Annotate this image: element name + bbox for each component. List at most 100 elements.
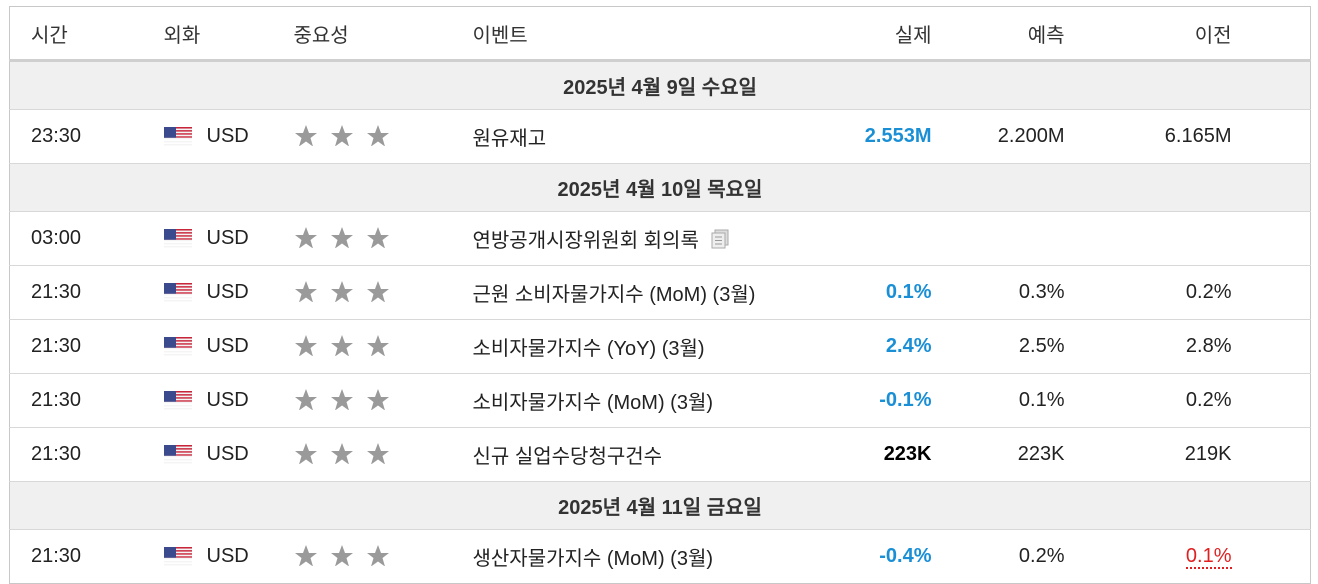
- date-label: 2025년 4월 10일 목요일: [9, 163, 1311, 212]
- flag-stripe: [163, 407, 192, 409]
- event-name: 소비자물가지수 (YoY) (3월): [472, 338, 705, 360]
- flag-stripe: [163, 285, 192, 288]
- flag-stripe: [163, 132, 192, 135]
- spacer: [1243, 373, 1311, 428]
- importance-stars: [294, 334, 389, 356]
- flag-stripe: [163, 134, 192, 136]
- flag-stripe: [163, 342, 192, 345]
- star: [294, 124, 317, 146]
- column-header: 중요성: [280, 6, 461, 62]
- event-name: 신규 실업수당청구건수: [472, 446, 663, 468]
- previous-cell: 0.2%: [1076, 373, 1244, 428]
- star: [294, 544, 317, 566]
- flag-stripe: [163, 290, 192, 292]
- flag-stripe: [163, 444, 192, 447]
- flag-stripe: [163, 563, 192, 565]
- importance-stars: [294, 388, 389, 410]
- flag-stripe: [163, 552, 192, 555]
- star: [294, 226, 317, 248]
- flag-canton: [163, 336, 176, 348]
- forecast: 0.2%: [943, 529, 1077, 584]
- star: [330, 442, 353, 464]
- flag-stripe: [163, 350, 192, 352]
- flag-stripe: [163, 299, 192, 301]
- date-row: 2025년 4월 11일 금요일: [9, 481, 1311, 530]
- flag-stripe: [163, 551, 192, 553]
- previous: 219K: [1184, 443, 1232, 465]
- time: 23:30: [9, 109, 151, 164]
- us-flag: [163, 390, 192, 409]
- flag-canton: [163, 228, 176, 240]
- us-flag: [163, 228, 192, 247]
- star: [366, 388, 389, 410]
- currency: USD: [163, 545, 280, 568]
- currency: USD: [163, 281, 280, 304]
- star: [294, 334, 317, 356]
- date-row: 2025년 4월 9일 수요일: [9, 60, 1311, 110]
- time: 21:30: [9, 529, 151, 584]
- flag-stripe: [163, 284, 192, 286]
- flag-stripe: [163, 549, 192, 552]
- calendar-table: 시간 외화 중요성 이벤트 실제 예측 이전 2025년 4월 9일 수요일 23…: [9, 6, 1311, 584]
- flag-stripe: [163, 233, 192, 235]
- flag-stripe: [163, 126, 192, 129]
- flag-stripe: [163, 447, 192, 450]
- star: [330, 226, 353, 248]
- flag-stripe: [163, 143, 192, 145]
- flag-stripe: [163, 296, 192, 298]
- event: 생산자물가지수 (MoM) (3월): [473, 542, 800, 571]
- currency: USD: [163, 227, 280, 250]
- star: [330, 388, 353, 410]
- spacer: [1243, 6, 1311, 62]
- star: [366, 544, 389, 566]
- actual: 2.553M: [800, 109, 944, 164]
- currency-cell: USD: [150, 373, 281, 428]
- event-name: 원유재고: [472, 128, 547, 150]
- currency: USD: [163, 125, 280, 148]
- currency-code: USD: [206, 443, 249, 465]
- event-row: 21:30 USD 소비자물가지수 (MoM) (3월) -0.1% 0.1% 0.2%: [9, 373, 1311, 428]
- previous: 2.8%: [1185, 335, 1232, 357]
- flag-stripe: [163, 560, 192, 562]
- spacer: [1243, 109, 1311, 164]
- actual: 2.4%: [800, 319, 944, 374]
- page: 시간 외화 중요성 이벤트 실제 예측 이전 2025년 4월 9일 수요일 23…: [9, 6, 1311, 584]
- forecast: 0.3%: [943, 265, 1077, 320]
- event-cell: 신규 실업수당청구건수: [460, 427, 801, 482]
- flag-stripe: [163, 242, 192, 244]
- flag-stripe: [163, 449, 192, 451]
- us-flag: [163, 126, 192, 145]
- flag-stripe: [163, 245, 192, 247]
- flag-stripe: [163, 287, 192, 289]
- event-row: 21:30 USD 근원 소비자물가지수 (MoM) (3월) 0.1% 0.3% 0.2…: [9, 265, 1311, 320]
- flag-stripe: [163, 548, 192, 550]
- previous: 0.1%: [1185, 545, 1232, 569]
- spacer: [1243, 427, 1311, 482]
- flag-stripe: [163, 234, 192, 237]
- previous: 0.2%: [1185, 281, 1232, 303]
- importance: [280, 529, 461, 584]
- star: [366, 334, 389, 356]
- star: [294, 280, 317, 302]
- flag-stripe: [163, 345, 192, 348]
- forecast: [943, 211, 1077, 266]
- column-header: 실제: [800, 6, 944, 62]
- star: [330, 334, 353, 356]
- flag-stripe: [163, 336, 192, 339]
- previous: 0.2%: [1185, 389, 1232, 411]
- currency-code: USD: [206, 227, 249, 249]
- currency-cell: USD: [150, 529, 281, 584]
- column-header: 시간: [9, 6, 151, 62]
- column-header: 이전: [1076, 6, 1244, 62]
- actual: [800, 211, 944, 266]
- previous-cell: 0.2%: [1076, 265, 1244, 320]
- us-flag: [163, 282, 192, 301]
- currency-code: USD: [206, 389, 249, 411]
- flag-stripe: [163, 131, 192, 133]
- flag-stripe: [163, 291, 192, 294]
- flag-stripe: [163, 396, 192, 399]
- time: 21:30: [9, 319, 151, 374]
- flag-canton: [163, 390, 176, 402]
- document-icon: [711, 229, 729, 248]
- flag-stripe: [163, 137, 192, 139]
